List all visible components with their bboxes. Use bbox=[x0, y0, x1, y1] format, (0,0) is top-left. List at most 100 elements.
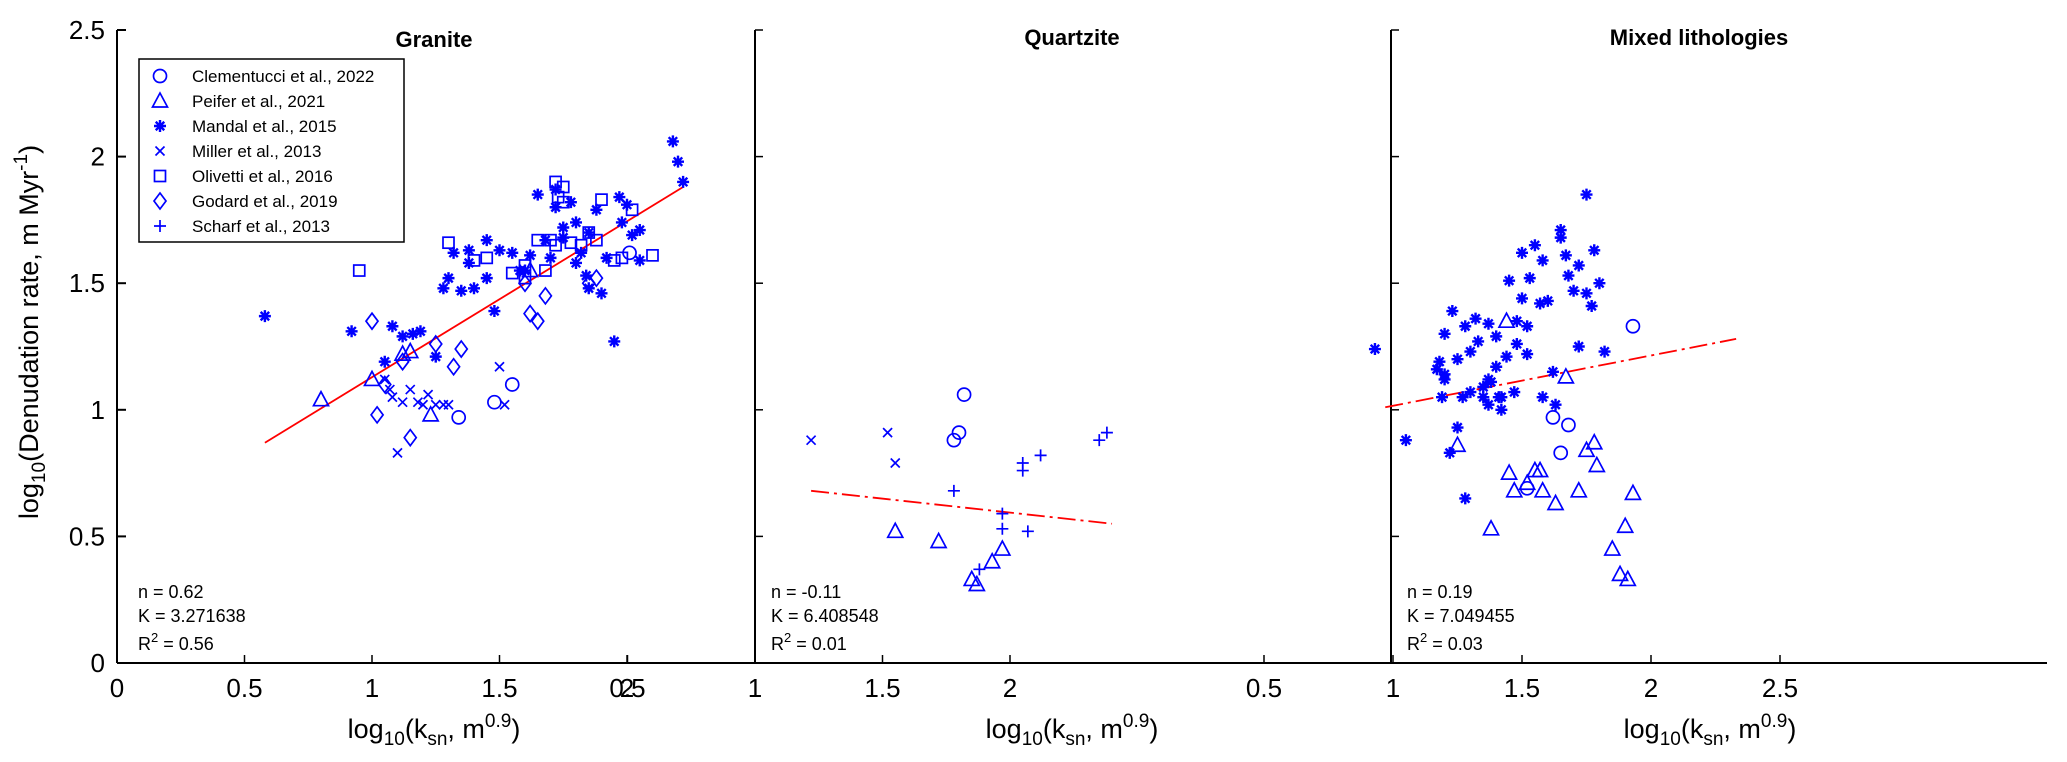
legend: Clementucci et al., 2022 Peifer et al., … bbox=[138, 58, 405, 243]
data-point-star bbox=[447, 246, 460, 259]
data-point-star bbox=[345, 325, 358, 338]
data-point-star bbox=[564, 196, 577, 209]
data-point-plus bbox=[947, 484, 960, 497]
legend-x-icon bbox=[154, 145, 166, 157]
data-point-square bbox=[582, 226, 596, 239]
data-point-star bbox=[493, 244, 506, 257]
data-point-triangle bbox=[1533, 481, 1552, 498]
data-point-circle bbox=[1545, 410, 1561, 425]
data-point-star bbox=[414, 325, 427, 338]
data-point-triangle bbox=[1569, 481, 1588, 498]
data-point-star bbox=[1510, 315, 1523, 328]
data-point-square bbox=[556, 180, 570, 194]
axes-layer: 00.511.522.50 0.5 1 1.5 20.5 1 1.5 2 0.5 1 1.5 2 2.5 bbox=[69, 15, 2047, 703]
data-point-square bbox=[590, 233, 603, 247]
data-point-plus bbox=[1100, 426, 1113, 439]
fit-line bbox=[811, 489, 1113, 525]
data-point-star bbox=[1500, 350, 1513, 363]
legend-label-clementucci: Clementucci et al., 2022 bbox=[192, 67, 374, 86]
data-point-star bbox=[608, 335, 621, 348]
data-point-star bbox=[582, 282, 595, 295]
data-point-star bbox=[1536, 254, 1549, 267]
data-point-x bbox=[422, 389, 434, 400]
data-point-star bbox=[1368, 343, 1381, 356]
data-point-star bbox=[613, 191, 626, 204]
data-point-star bbox=[557, 221, 570, 234]
data-point-star bbox=[1436, 391, 1449, 404]
x-tick-label: 1.5 bbox=[864, 673, 900, 703]
data-point-star bbox=[480, 234, 493, 247]
data-point-triangle bbox=[1603, 539, 1622, 556]
data-point-star bbox=[442, 272, 455, 285]
legend-diamond-icon bbox=[152, 191, 168, 211]
data-point-circle bbox=[946, 432, 962, 448]
data-point-star bbox=[488, 305, 501, 318]
stat-k: K = 3.271638 bbox=[138, 606, 246, 626]
data-point-diamond bbox=[428, 334, 443, 354]
data-point-star bbox=[544, 251, 557, 264]
panel-title-granite: Granite bbox=[395, 27, 472, 52]
legend-label-olivetti: Olivetti et al., 2016 bbox=[192, 167, 333, 186]
data-point-star bbox=[1516, 246, 1528, 259]
data-point-star bbox=[1477, 391, 1490, 404]
x-tick-label: 1 bbox=[365, 673, 379, 703]
data-point-star bbox=[1503, 274, 1516, 287]
data-point-star bbox=[633, 224, 646, 237]
data-point-star bbox=[1549, 398, 1562, 411]
data-point-star bbox=[600, 251, 613, 264]
data-point-x bbox=[405, 384, 416, 395]
data-point-triangle bbox=[393, 344, 412, 361]
marks-layer bbox=[258, 135, 1737, 592]
legend-triangle-icon bbox=[151, 91, 169, 108]
data-point-star bbox=[1492, 391, 1505, 404]
x-axis-label-quartzite: log10(ksn, m0.9) bbox=[986, 711, 1159, 750]
data-point-star bbox=[595, 287, 608, 300]
data-point-star bbox=[396, 330, 409, 343]
data-point-triangle bbox=[1505, 481, 1524, 498]
data-point-star bbox=[1490, 360, 1503, 373]
data-point-square bbox=[646, 248, 659, 262]
data-point-triangle bbox=[401, 341, 420, 359]
data-point-star bbox=[549, 183, 562, 196]
data-point-star bbox=[1495, 403, 1508, 416]
data-point-plus bbox=[1093, 434, 1106, 447]
data-point-square bbox=[442, 236, 455, 250]
legend-square-icon bbox=[153, 169, 167, 183]
x-axis-label-granite: log10(ksn, m0.9) bbox=[348, 711, 521, 750]
data-point-triangle bbox=[1556, 367, 1575, 384]
data-point-diamond bbox=[395, 352, 410, 372]
stat-r2: R2 = 0.01 bbox=[771, 630, 847, 654]
x-tick-label: 2 bbox=[1003, 673, 1017, 703]
data-point-star bbox=[429, 350, 442, 363]
data-point-x bbox=[379, 374, 390, 385]
data-point-x bbox=[805, 435, 817, 446]
data-point-star bbox=[1562, 269, 1575, 282]
data-point-triangle bbox=[886, 521, 905, 539]
legend-label-scharf: Scharf et al., 2013 bbox=[192, 217, 330, 236]
data-point-triangle bbox=[1497, 311, 1516, 329]
data-point-star bbox=[1521, 320, 1534, 333]
panel-title-quartzite: Quartzite bbox=[1024, 25, 1119, 50]
data-point-star bbox=[1554, 224, 1567, 237]
data-point-square bbox=[480, 251, 494, 265]
data-point-star bbox=[406, 327, 419, 340]
data-point-star bbox=[1585, 299, 1598, 312]
data-point-x bbox=[384, 384, 395, 395]
data-point-star bbox=[1438, 373, 1451, 386]
data-point-star bbox=[666, 135, 679, 148]
x-tick-label: 2 bbox=[620, 673, 634, 703]
stat-n: n = -0.11 bbox=[771, 582, 841, 602]
data-point-star bbox=[1456, 391, 1469, 404]
data-point-star bbox=[1464, 345, 1477, 358]
data-point-star bbox=[1438, 327, 1451, 340]
data-point-star bbox=[677, 175, 690, 188]
data-point-circle bbox=[504, 377, 520, 392]
data-point-diamond bbox=[370, 405, 385, 425]
data-point-triangle bbox=[967, 574, 986, 592]
x-tick-label: 1 bbox=[1386, 673, 1400, 703]
data-point-star bbox=[549, 201, 562, 214]
data-point-star bbox=[1430, 363, 1443, 376]
data-point-star bbox=[615, 216, 628, 229]
data-point-star bbox=[1580, 188, 1593, 201]
